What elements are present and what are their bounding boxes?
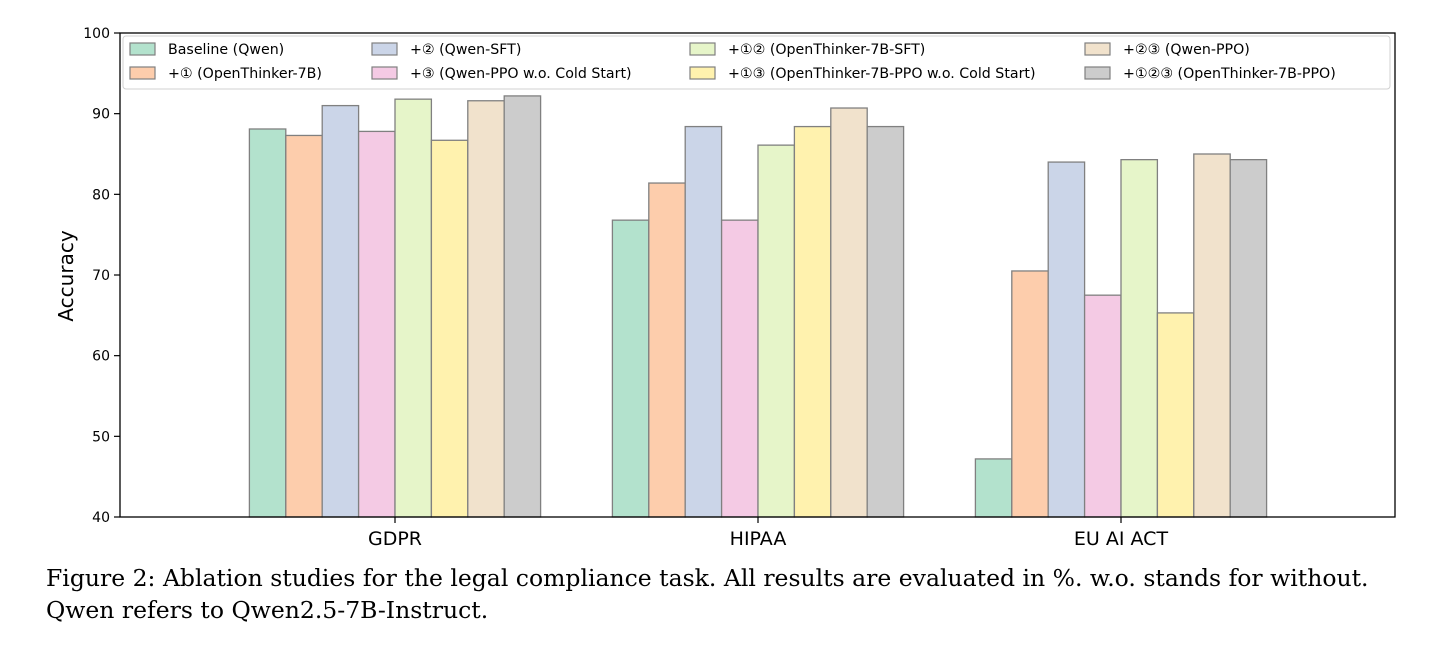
axes-layer: GDPR HIPAA EU AI ACT 40 50 60 70 80 90 100 bbox=[83, 26, 1396, 550]
bar-eu-ai-act-series-6 bbox=[1156, 312, 1195, 518]
legend-swatch bbox=[371, 42, 398, 56]
bar-gdpr-series-1 bbox=[248, 128, 287, 518]
bar-layer bbox=[248, 95, 1268, 518]
plot-frame bbox=[119, 32, 1396, 518]
bar-hipaa-series-3 bbox=[684, 125, 723, 518]
y-axis-label: Accuracy bbox=[54, 230, 78, 321]
bar-hipaa-series-2 bbox=[648, 182, 686, 518]
bar-hipaa-series-4 bbox=[720, 219, 759, 518]
bar-hipaa-series-1 bbox=[611, 219, 650, 518]
bar-gdpr-series-6 bbox=[430, 139, 469, 518]
caption-line-1: Figure 2: Ablation studies for the legal… bbox=[46, 564, 1369, 592]
bar-eu-ai-act-series-1 bbox=[974, 458, 1013, 518]
x-tick-label: EU AI ACT bbox=[1074, 528, 1169, 550]
bar-hipaa-series-6 bbox=[793, 125, 832, 518]
legend-box bbox=[122, 35, 1391, 90]
legend-swatch bbox=[1084, 42, 1111, 56]
legend-swatch bbox=[129, 66, 156, 80]
legend-label: Baseline (Qwen) bbox=[168, 42, 284, 58]
legend-label: +①② (OpenThinker-7B-SFT) bbox=[728, 42, 925, 58]
y-tick-label: 40 bbox=[92, 510, 110, 526]
bar-eu-ai-act-series-7 bbox=[1193, 153, 1231, 518]
bar-hipaa-series-7 bbox=[830, 107, 868, 518]
bar-gdpr-series-3 bbox=[321, 104, 360, 518]
bar-hipaa-series-5 bbox=[757, 144, 796, 518]
legend-swatch bbox=[371, 66, 398, 80]
bar-eu-ai-act-series-2 bbox=[1011, 270, 1049, 518]
bar-eu-ai-act-series-8 bbox=[1229, 158, 1268, 518]
caption-line-2: Qwen refers to Qwen2.5-7B-Instruct. bbox=[46, 596, 489, 624]
legend-label: +①③ (OpenThinker-7B-PPO w.o. Cold Start) bbox=[728, 66, 1036, 82]
legend-swatch bbox=[1084, 66, 1111, 80]
figure-caption: Figure 2: Ablation studies for the legal… bbox=[46, 562, 1426, 626]
legend-label: +②③ (Qwen-PPO) bbox=[1123, 42, 1250, 58]
bar-gdpr-series-7 bbox=[467, 100, 505, 518]
y-tick-label: 80 bbox=[92, 187, 110, 203]
bar-gdpr-series-4 bbox=[357, 130, 396, 518]
y-tick-label: 90 bbox=[92, 107, 110, 123]
y-tick-label: 70 bbox=[92, 268, 110, 284]
bar-gdpr-series-8 bbox=[503, 95, 542, 518]
legend-label: +② (Qwen-SFT) bbox=[410, 42, 521, 58]
legend-label: +①②③ (OpenThinker-7B-PPO) bbox=[1123, 66, 1336, 82]
legend: Baseline (Qwen) +① (OpenThinker-7B) +② (Qw… bbox=[122, 35, 1391, 90]
bar-eu-ai-act-series-3 bbox=[1047, 161, 1086, 518]
bar-gdpr-series-5 bbox=[394, 98, 433, 518]
bar-hipaa-series-8 bbox=[866, 125, 905, 518]
y-tick-label: 60 bbox=[92, 349, 110, 365]
y-tick-label: 100 bbox=[83, 26, 110, 42]
bar-gdpr-series-2 bbox=[285, 134, 323, 518]
legend-label: +① (OpenThinker-7B) bbox=[168, 66, 322, 82]
bar-eu-ai-act-series-4 bbox=[1083, 294, 1122, 518]
legend-swatch bbox=[689, 66, 716, 80]
bar-eu-ai-act-series-5 bbox=[1120, 158, 1159, 518]
legend-label: +③ (Qwen-PPO w.o. Cold Start) bbox=[410, 66, 632, 82]
x-tick-label: GDPR bbox=[368, 528, 422, 550]
legend-swatch bbox=[129, 42, 156, 56]
x-tick-label: HIPAA bbox=[730, 528, 787, 550]
bar-chart: GDPR HIPAA EU AI ACT 40 50 60 70 80 90 100 Baseli… bbox=[54, 26, 1396, 550]
legend-swatch bbox=[689, 42, 716, 56]
y-tick-label: 50 bbox=[92, 429, 110, 445]
